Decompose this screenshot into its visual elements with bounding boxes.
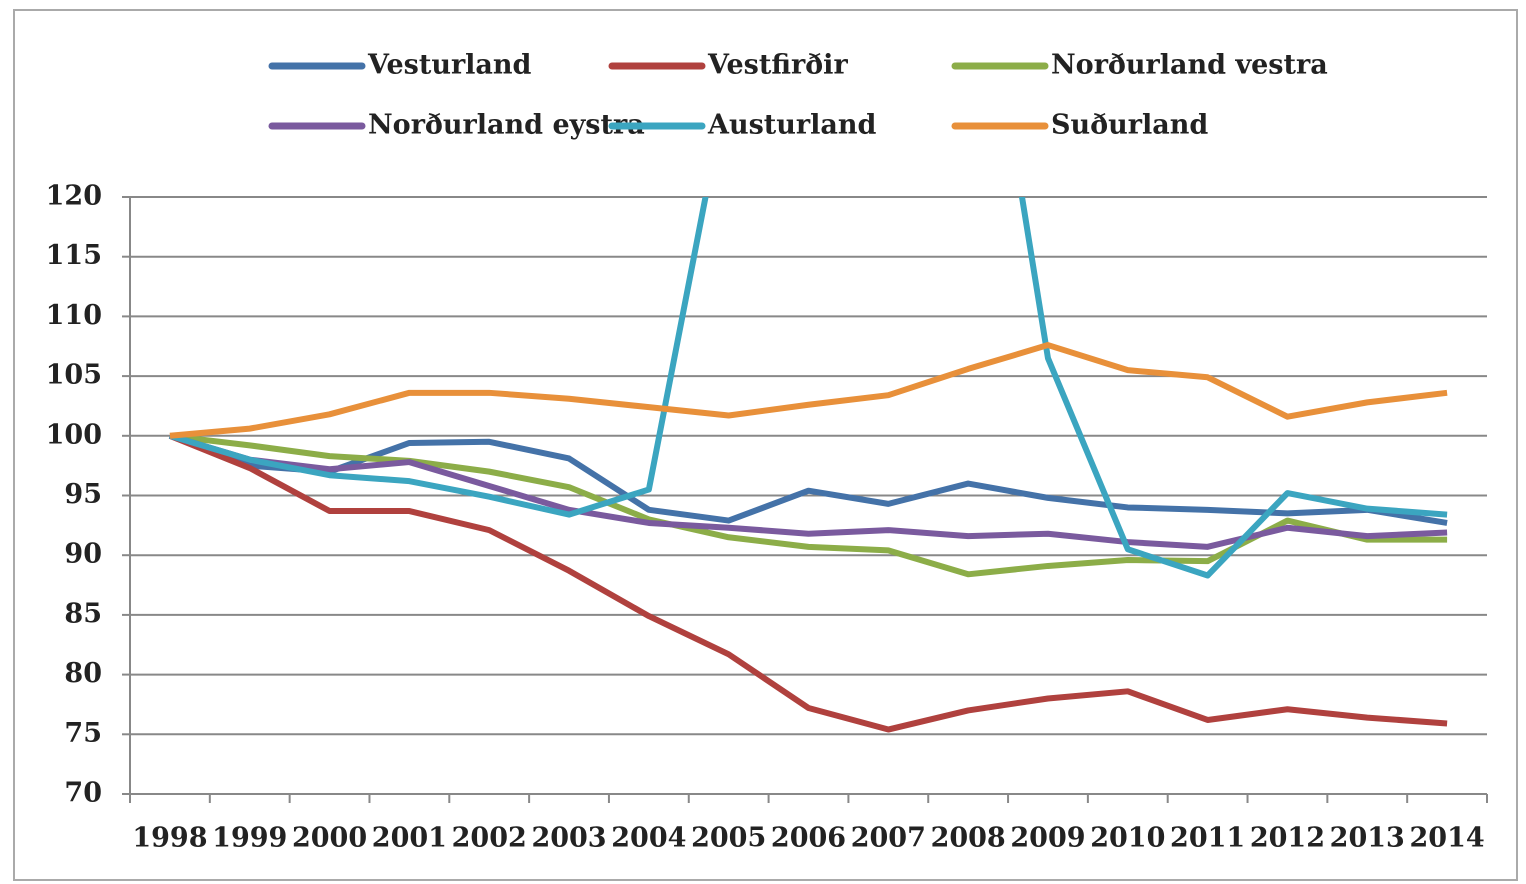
y-tick-label: 120 [46,181,102,212]
x-tick-label: 2004 [611,823,686,854]
x-tick-label: 2014 [1410,823,1485,854]
series-line [169,432,1448,578]
x-tick-label: 1999 [212,823,287,854]
y-tick-label: 100 [46,419,102,450]
x-tick-label: 2011 [1170,823,1245,854]
series-line [169,197,1448,579]
series-line [168,432,1448,526]
series-line [168,433,1448,733]
series-line [169,342,1448,439]
x-tick-label: 2007 [851,823,926,854]
y-tick-label: 85 [64,598,102,629]
y-tick-label: 75 [64,718,102,749]
y-tick-label: 115 [46,240,102,271]
y-tick-label: 80 [64,658,102,689]
y-tick-label: 105 [46,360,102,391]
y-tick-label: 110 [46,300,102,331]
x-tick-label: 2005 [691,823,766,854]
x-tick-label: 2006 [771,823,846,854]
x-tick-label: 2000 [292,823,367,854]
x-tick-label: 1998 [132,823,207,854]
x-tick-label: 2002 [452,823,527,854]
legend-label: Suðurland [1051,110,1208,141]
legend-label: Vesturland [367,50,532,81]
chart-frame [13,9,1518,881]
series-line [169,432,1448,550]
legend-label: Norðurland eystra [368,110,645,141]
x-tick-label: 2008 [931,823,1006,854]
x-tick-label: 2001 [372,823,447,854]
x-tick-label: 2013 [1330,823,1405,854]
legend-label: Vestfirðir [707,50,848,81]
y-tick-label: 90 [64,539,102,570]
y-tick-label: 70 [64,778,102,809]
x-tick-label: 2010 [1090,823,1165,854]
y-tick-label: 95 [64,479,102,510]
x-tick-label: 2003 [531,823,606,854]
legend-label: Austurland [707,110,876,141]
x-tick-label: 2012 [1250,823,1325,854]
plot-area [168,197,1448,733]
x-tick-label: 2009 [1010,823,1085,854]
legend-label: Norðurland vestra [1051,50,1328,81]
